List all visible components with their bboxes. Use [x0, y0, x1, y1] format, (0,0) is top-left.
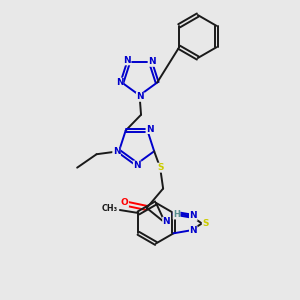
Text: N: N: [123, 56, 131, 65]
Text: N: N: [163, 217, 170, 226]
Text: N: N: [148, 57, 156, 66]
Text: N: N: [133, 161, 141, 170]
Text: O: O: [121, 198, 128, 207]
Text: N: N: [116, 78, 123, 87]
Text: N: N: [190, 212, 197, 220]
Text: N: N: [190, 226, 197, 235]
Text: H: H: [173, 210, 180, 219]
Text: S: S: [202, 219, 209, 228]
Text: CH₃: CH₃: [101, 204, 118, 213]
Text: N: N: [146, 124, 154, 134]
Text: N: N: [136, 92, 144, 101]
Text: S: S: [157, 163, 164, 172]
Text: N: N: [113, 147, 120, 156]
